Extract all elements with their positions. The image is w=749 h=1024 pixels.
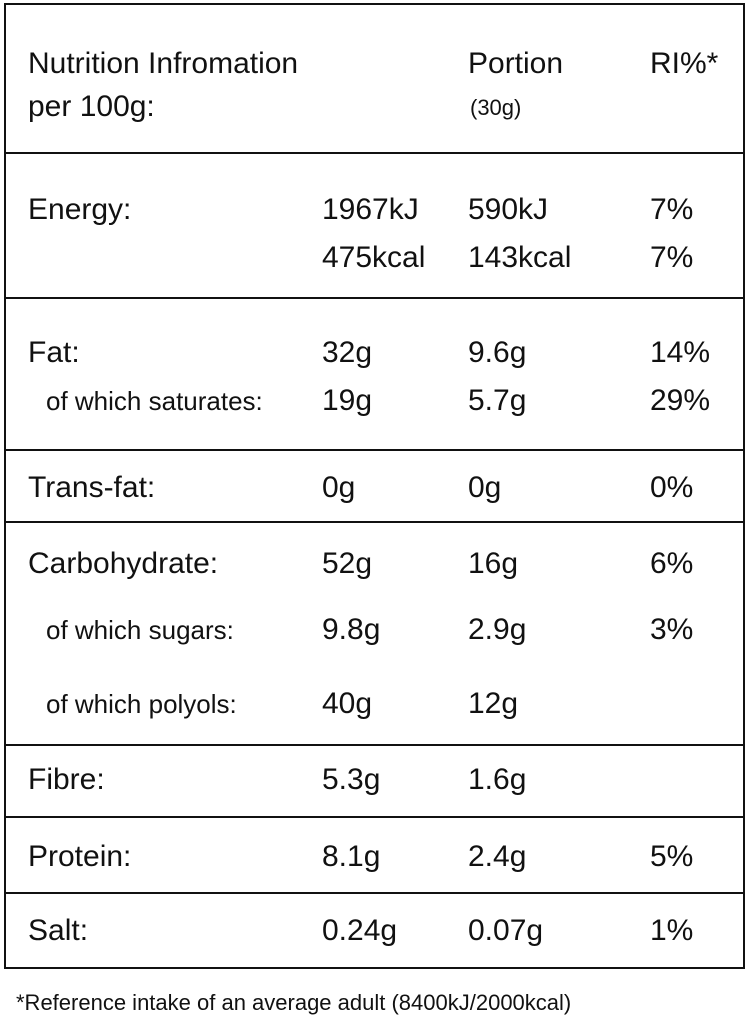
value-ri: 7% — [650, 241, 694, 274]
row-label: Trans-fat: — [28, 471, 156, 504]
row-label: Fibre: — [28, 763, 105, 796]
sub-label: of which polyols: — [46, 689, 237, 719]
value-portion: 9.6g — [468, 336, 527, 369]
value-per100: 5.3g — [322, 763, 381, 796]
row-divider — [4, 892, 745, 894]
row-label: Carbohydrate: — [28, 547, 219, 580]
value-per100: 40g — [322, 687, 373, 720]
value-portion: 2.9g — [468, 613, 527, 646]
value-portion: 0g — [468, 471, 502, 504]
row-divider — [4, 152, 745, 154]
value-per100: 52g — [322, 547, 373, 580]
header-title: per 100g: — [28, 90, 155, 123]
value-per100: 8.1g — [322, 840, 381, 873]
header-portion-note: (30g) — [470, 95, 522, 120]
row-label: Protein: — [28, 840, 132, 873]
value-per100: 0g — [322, 471, 356, 504]
value-per100: 32g — [322, 336, 373, 369]
value-per100: 19g — [322, 384, 373, 417]
sub-label: of which saturates: — [46, 386, 263, 416]
row-divider — [4, 816, 745, 818]
value-portion: 16g — [468, 547, 519, 580]
header-title: Nutrition Infromation — [28, 47, 299, 80]
value-portion: 143kcal — [468, 241, 572, 274]
value-portion: 2.4g — [468, 840, 527, 873]
row-divider — [4, 744, 745, 746]
row-label: Fat: — [28, 336, 80, 369]
value-portion: 1.6g — [468, 763, 527, 796]
value-portion: 12g — [468, 687, 519, 720]
value-ri: 5% — [650, 840, 694, 873]
value-ri: 7% — [650, 193, 694, 226]
sub-label: of which sugars: — [46, 615, 234, 645]
value-portion: 590kJ — [468, 193, 549, 226]
value-per100: 1967kJ — [322, 193, 419, 226]
value-ri: 14% — [650, 336, 711, 369]
value-ri: 29% — [650, 384, 711, 417]
table-border — [4, 3, 745, 969]
footnote: *Reference intake of an average adult (8… — [16, 990, 572, 1015]
value-ri: 3% — [650, 613, 694, 646]
header-ri: RI%* — [650, 47, 719, 80]
row-divider — [4, 297, 745, 299]
value-per100: 0.24g — [322, 914, 398, 947]
row-label: Energy: — [28, 193, 132, 226]
value-portion: 5.7g — [468, 384, 527, 417]
row-divider — [4, 521, 745, 523]
row-label: Salt: — [28, 914, 89, 947]
value-ri: 1% — [650, 914, 694, 947]
value-per100: 9.8g — [322, 613, 381, 646]
value-ri: 6% — [650, 547, 694, 580]
header-portion: Portion — [468, 47, 564, 80]
value-ri: 0% — [650, 471, 694, 504]
value-portion: 0.07g — [468, 914, 544, 947]
value-per100: 475kcal — [322, 241, 426, 274]
row-divider — [4, 449, 745, 451]
